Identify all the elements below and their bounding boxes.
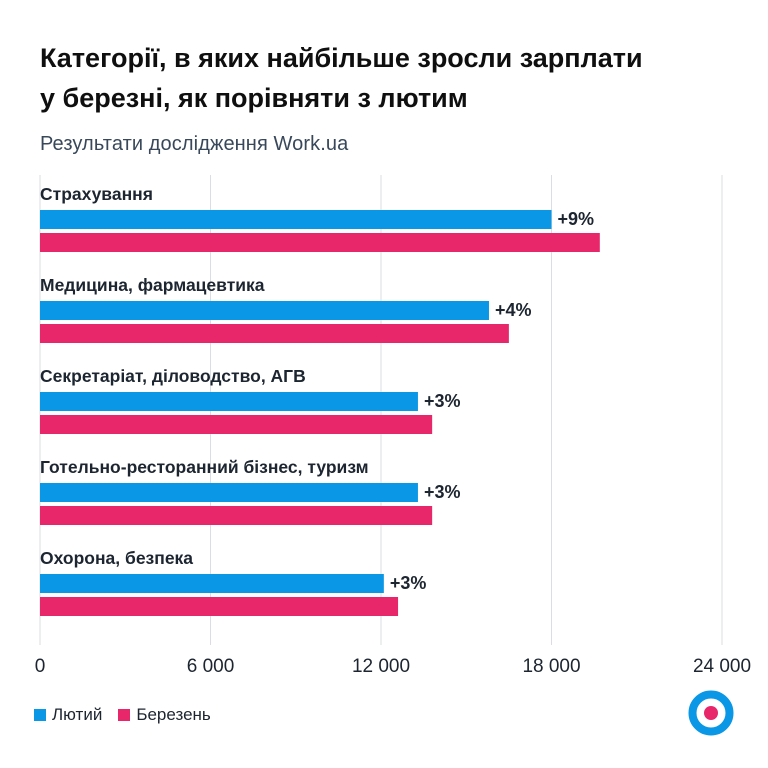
legend-label-feb: Лютий [52, 705, 103, 724]
x-tick-label: 24 000 [693, 656, 751, 677]
legend-swatch-feb [34, 709, 46, 721]
data-label: +3% [424, 482, 461, 502]
bar-feb [40, 210, 552, 229]
data-label: +4% [495, 300, 532, 320]
work-ua-logo-icon [688, 690, 734, 736]
chart-subtitle: Результати дослідження Work.ua [40, 133, 349, 155]
chart-legend: Лютий Березень [34, 705, 227, 725]
x-tick-label: 18 000 [522, 656, 580, 677]
category-label: Охорона, безпека [40, 548, 193, 568]
chart-title-line-2: у березні, як порівняти з лютим [40, 83, 468, 113]
bar-mar [40, 506, 433, 525]
data-label: +9% [558, 209, 595, 229]
bar-feb [40, 574, 384, 593]
bar-mar [40, 233, 600, 252]
category-label: Готельно-ресторанний бізнес, туризм [40, 457, 369, 477]
category-label: Секретаріат, діловодство, АГВ [40, 366, 306, 386]
bar-feb [40, 392, 418, 411]
chart-title: Категорії, в яких найбільше зросли зарпл… [40, 38, 740, 118]
category-label: Страхування [40, 184, 153, 204]
legend-swatch-mar [118, 709, 131, 721]
bar-feb [40, 483, 418, 502]
data-label: +3% [390, 573, 427, 593]
category-label: Медицина, фармацевтика [40, 275, 265, 295]
bar-mar [40, 324, 509, 343]
x-tick-label: 12 000 [352, 656, 410, 677]
bar-mar [40, 597, 399, 616]
chart-title-line-1: Категорії, в яких найбільше зросли зарпл… [40, 43, 643, 73]
legend-item-feb: Лютий [34, 705, 102, 725]
legend-item-mar: Березень [118, 705, 211, 725]
bar-feb [40, 301, 489, 320]
x-tick-label: 0 [35, 656, 46, 677]
x-tick-label: 6 000 [187, 656, 235, 677]
data-label: +3% [424, 391, 461, 411]
bar-mar [40, 415, 433, 434]
legend-label-mar: Березень [136, 705, 211, 724]
